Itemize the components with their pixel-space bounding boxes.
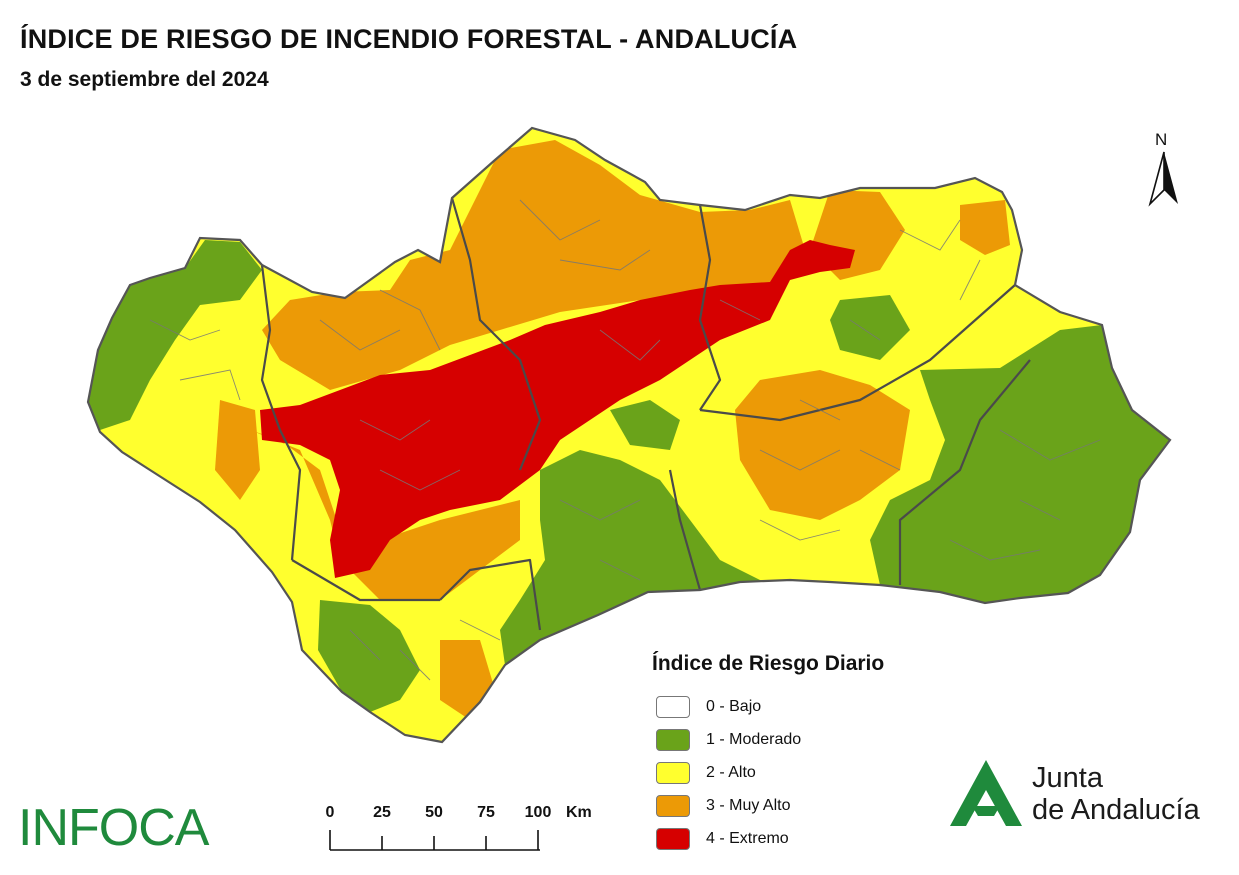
legend-label: 0 - Bajo (706, 697, 762, 715)
legend-label: 4 - Extremo (706, 829, 789, 847)
scale-tick-label: 0 (325, 804, 335, 821)
scale-tick-label: 75 (477, 804, 495, 821)
legend-swatch (656, 695, 690, 718)
legend-item: 3 - Muy Alto (652, 789, 884, 822)
zone-muy-alto-east (735, 370, 910, 520)
border-cordoba-jaen (698, 204, 722, 411)
zone-moderado-patch (610, 400, 680, 450)
infoca-logo: INFOCA (18, 799, 209, 857)
scale-tick-label: 25 (373, 804, 391, 821)
junta-line-1: Junta (1032, 762, 1103, 794)
legend-swatch (656, 761, 690, 784)
province-borders (260, 197, 1031, 631)
border-malaga-granada (668, 469, 702, 591)
north-label: N (1155, 130, 1168, 149)
legend-label: 2 - Alto (706, 763, 756, 781)
legend-items: 0 - Bajo 1 - Moderado 2 - Alto 3 - Muy Alto… (652, 690, 884, 855)
zone-moderado-central-south (500, 450, 800, 665)
legend-swatch (656, 794, 690, 817)
legend-item: 1 - Moderado (652, 723, 884, 756)
border-jaen-granada (699, 284, 1016, 422)
junta-andalucia-logo: Junta de Andalucía (948, 756, 1218, 836)
zone-muy-alto-southwest (215, 400, 260, 500)
legend: Índice de Riesgo Diario 0 - Bajo 1 - Mode… (652, 652, 884, 855)
risk-zones (88, 128, 1170, 742)
legend-swatch (656, 728, 690, 751)
zone-moderado-granada-north (830, 295, 910, 360)
scale-unit: Km (566, 804, 592, 821)
border-sevilla-cordoba (450, 197, 542, 471)
legend-label: 1 - Moderado (706, 730, 802, 748)
zone-muy-alto-west (250, 430, 520, 600)
map-title: ÍNDICE DE RIESGO DE INCENDIO FORESTAL - … (20, 24, 798, 54)
legend-item: 2 - Alto (652, 756, 884, 789)
municipal-borders (149, 199, 1101, 681)
zone-moderado-cadiz (318, 600, 420, 712)
junta-emblem-icon (950, 760, 1022, 826)
border-sevilla-cadiz (291, 559, 440, 602)
north-arrow-icon (1148, 151, 1178, 207)
border-huelva-sevilla (260, 264, 302, 561)
zone-muy-alto-north (262, 140, 805, 390)
scale-bar-lines (329, 830, 540, 851)
zone-moderado-east (870, 325, 1170, 603)
map-date: 3 de septiembre del 2024 (20, 68, 269, 91)
border-granada-almeria (898, 359, 1031, 585)
legend-swatch (656, 827, 690, 850)
zone-moderado-huelva-north (88, 240, 262, 430)
legend-item: 0 - Bajo (652, 690, 884, 723)
border-cadiz-malaga (439, 558, 542, 631)
scale-bar: 0 25 50 75 100 Km (322, 800, 612, 860)
junta-line-2: de Andalucía (1032, 794, 1200, 826)
legend-title: Índice de Riesgo Diario (652, 652, 885, 675)
zone-muy-alto-northeast (960, 200, 1010, 255)
legend-label: 3 - Muy Alto (706, 796, 791, 814)
scale-tick-label: 50 (425, 804, 443, 821)
scale-tick-label: 100 (524, 804, 552, 821)
legend-item: 4 - Extremo (652, 822, 884, 855)
zone-extremo-band (260, 240, 855, 578)
